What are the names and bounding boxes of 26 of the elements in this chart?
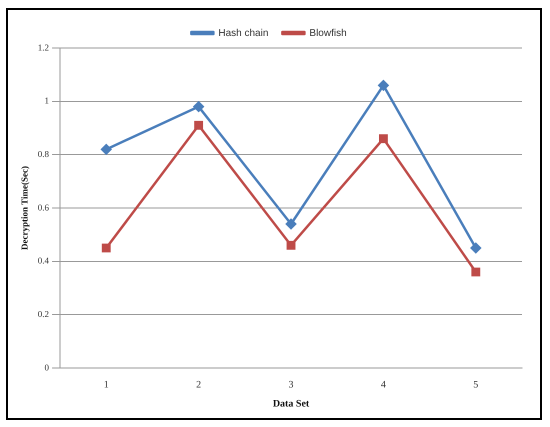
legend-label: Blowfish [309, 28, 347, 39]
y-tick-label: 0.2 [38, 309, 50, 320]
x-tick-label: 2 [196, 380, 202, 391]
x-tick-label: 4 [380, 380, 386, 391]
y-tick-label: 1.2 [38, 42, 50, 52]
point [378, 134, 388, 144]
point [378, 80, 389, 91]
y-tick-label: 0.4 [38, 256, 50, 266]
y-tick-label: 1 [44, 96, 50, 106]
point [193, 101, 204, 112]
y-axis-title: Decryption Time(Sec) [20, 166, 30, 250]
point [471, 268, 480, 276]
x-axis-title: Data Set [272, 398, 310, 410]
point [100, 144, 112, 155]
legend-label: Hash chain [218, 28, 268, 39]
x-tick-label: 1 [104, 380, 109, 391]
x-tick-label: 5 [473, 380, 478, 391]
point [102, 244, 111, 252]
point [470, 242, 482, 254]
y-tick-label: 0.8 [38, 149, 50, 160]
y-tick-label: 0 [44, 362, 50, 372]
x-tick-label: 3 [288, 380, 294, 391]
y-tick-label: 0.6 [38, 202, 50, 212]
point [286, 240, 296, 250]
point [194, 120, 204, 130]
point [286, 218, 296, 230]
